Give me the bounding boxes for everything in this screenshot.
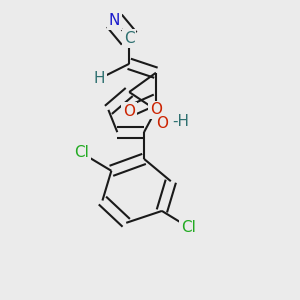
Text: Cl: Cl: [74, 146, 89, 160]
Text: N: N: [109, 13, 120, 28]
Text: Cl: Cl: [181, 220, 196, 235]
Text: O: O: [123, 104, 135, 119]
Text: H: H: [94, 71, 105, 86]
Text: C: C: [124, 31, 134, 46]
Text: O: O: [156, 116, 168, 131]
Text: -H: -H: [172, 114, 189, 129]
Text: O: O: [150, 102, 162, 117]
